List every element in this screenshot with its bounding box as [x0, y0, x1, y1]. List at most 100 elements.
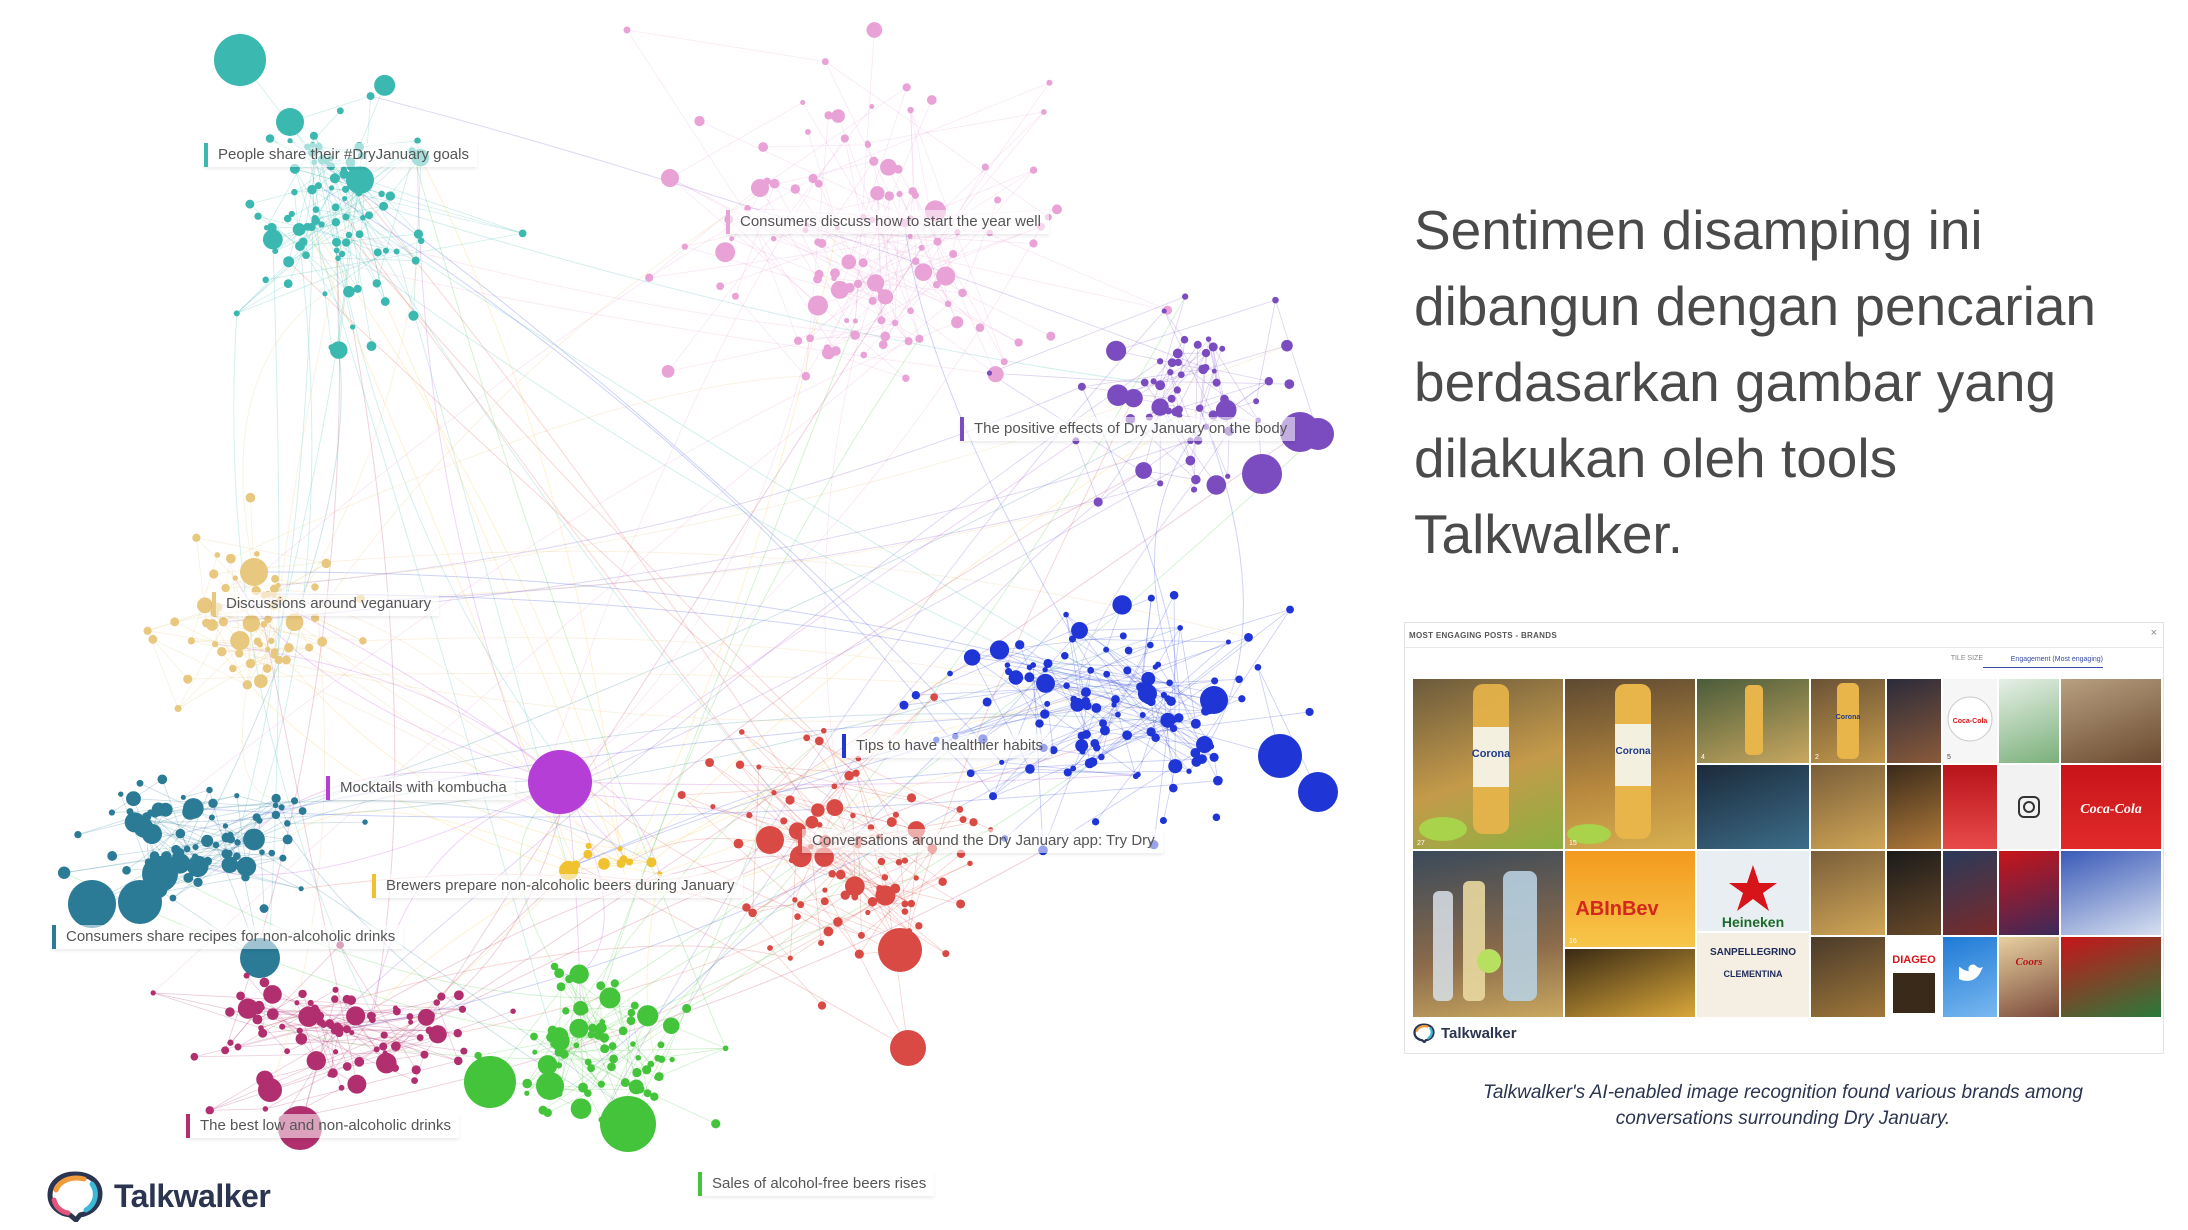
network-edge — [538, 138, 846, 795]
image-tile[interactable]: Corona 2 — [1811, 679, 1885, 763]
network-node — [236, 856, 257, 877]
network-node — [739, 729, 745, 735]
network-node — [617, 846, 623, 852]
network-node — [474, 1051, 482, 1060]
image-tile[interactable]: ABInBev 16 — [1565, 851, 1695, 947]
image-tile[interactable] — [1943, 851, 1997, 935]
network-node — [1284, 379, 1295, 389]
image-tile[interactable] — [1887, 679, 1941, 763]
network-edge — [1178, 362, 1259, 421]
image-tile[interactable] — [1887, 851, 1941, 935]
network-edge — [334, 998, 421, 1038]
network-node — [379, 1042, 388, 1051]
network-node — [1205, 336, 1212, 342]
network-node — [630, 1001, 639, 1010]
image-tile[interactable]: SANPELLEGRINO CLEMENTINA — [1697, 933, 1809, 1017]
network-node — [901, 900, 909, 908]
network-node — [1174, 405, 1183, 414]
network-node — [1106, 340, 1127, 361]
network-node — [262, 663, 272, 673]
network-node — [901, 857, 909, 864]
network-edge — [908, 397, 1135, 932]
cluster-label-best-low-drinks: The best low and non-alcoholic drinks — [186, 1114, 459, 1138]
network-node — [408, 1019, 414, 1025]
network-edge — [236, 795, 247, 867]
image-tile[interactable] — [1811, 851, 1885, 935]
image-tile[interactable]: Coca-Cola 5 — [1943, 679, 1997, 763]
network-edge — [769, 839, 860, 955]
image-tile[interactable] — [2061, 937, 2161, 1017]
network-edge — [580, 1033, 584, 1088]
network-node — [1141, 671, 1156, 686]
network-node — [744, 205, 751, 212]
network-edge — [311, 189, 1091, 671]
network-node — [353, 284, 362, 293]
network-node — [528, 750, 592, 814]
network-node — [975, 323, 985, 333]
image-tile[interactable] — [1887, 765, 1941, 849]
image-tile[interactable] — [1811, 765, 1885, 849]
cluster-label-try-dry-app: Conversations around the Dry January app… — [798, 829, 1163, 853]
network-node — [803, 734, 811, 742]
network-edge — [559, 774, 1139, 786]
network-edge — [533, 1036, 560, 1053]
network-edge — [225, 345, 1288, 589]
image-tile[interactable] — [1999, 851, 2059, 935]
network-edge — [1189, 371, 1215, 461]
network-node — [1206, 475, 1227, 495]
sort-dropdown[interactable]: Engagement (Most engaging) — [2010, 656, 2103, 663]
network-edge — [204, 605, 248, 686]
brand-label: Corona — [1836, 714, 1861, 721]
image-tile[interactable] — [1697, 765, 1809, 849]
network-node — [1138, 687, 1145, 694]
network-node — [823, 344, 831, 352]
image-tile[interactable]: Coors — [1999, 937, 2059, 1017]
network-edge — [800, 873, 833, 905]
network-node — [1212, 378, 1221, 387]
network-node — [230, 630, 250, 651]
network-edge — [752, 877, 917, 914]
image-tile[interactable] — [1943, 765, 1997, 849]
image-tile[interactable] — [1565, 949, 1695, 1017]
image-tile[interactable]: Corona 15 — [1565, 679, 1695, 849]
image-tile[interactable] — [2061, 851, 2161, 935]
image-tile[interactable]: Heineken — [1697, 851, 1809, 931]
image-tile[interactable]: DIAGEO — [1887, 937, 1941, 1017]
brand-label: CLEMENTINA — [1724, 969, 1783, 979]
network-node — [573, 1042, 580, 1049]
network-edge — [554, 966, 638, 1073]
image-tile[interactable] — [1999, 765, 2059, 849]
network-node — [282, 834, 293, 845]
network-edge — [419, 157, 621, 849]
network-node — [537, 1055, 558, 1075]
network-edge — [802, 102, 873, 221]
network-node — [283, 279, 293, 289]
image-tile[interactable] — [1943, 937, 1997, 1017]
network-node — [298, 237, 308, 247]
network-node — [413, 229, 424, 239]
image-tile[interactable]: Coca-Cola — [2061, 765, 2161, 849]
network-node — [830, 268, 840, 279]
network-edge — [282, 1029, 340, 1120]
image-tile[interactable] — [1413, 851, 1563, 1017]
image-tile[interactable]: 4 — [1697, 679, 1809, 763]
image-tile[interactable] — [1999, 679, 2059, 763]
image-tile[interactable] — [1811, 937, 1885, 1017]
network-node — [647, 1060, 655, 1068]
close-icon[interactable]: × — [2150, 627, 2157, 639]
network-node — [1152, 664, 1159, 670]
network-edge — [262, 1015, 431, 1034]
network-node — [1172, 348, 1183, 359]
network-node — [771, 790, 777, 796]
network-node — [227, 1039, 234, 1046]
network-node — [915, 922, 923, 930]
network-edge — [587, 1012, 632, 1094]
network-node — [1219, 345, 1226, 352]
network-node — [322, 291, 328, 297]
network-node — [259, 904, 269, 913]
network-node — [880, 331, 891, 342]
network-node — [1211, 677, 1219, 685]
image-tile[interactable]: Corona 27 — [1413, 679, 1563, 849]
image-tile[interactable] — [2061, 679, 2161, 763]
network-edge — [731, 238, 820, 275]
